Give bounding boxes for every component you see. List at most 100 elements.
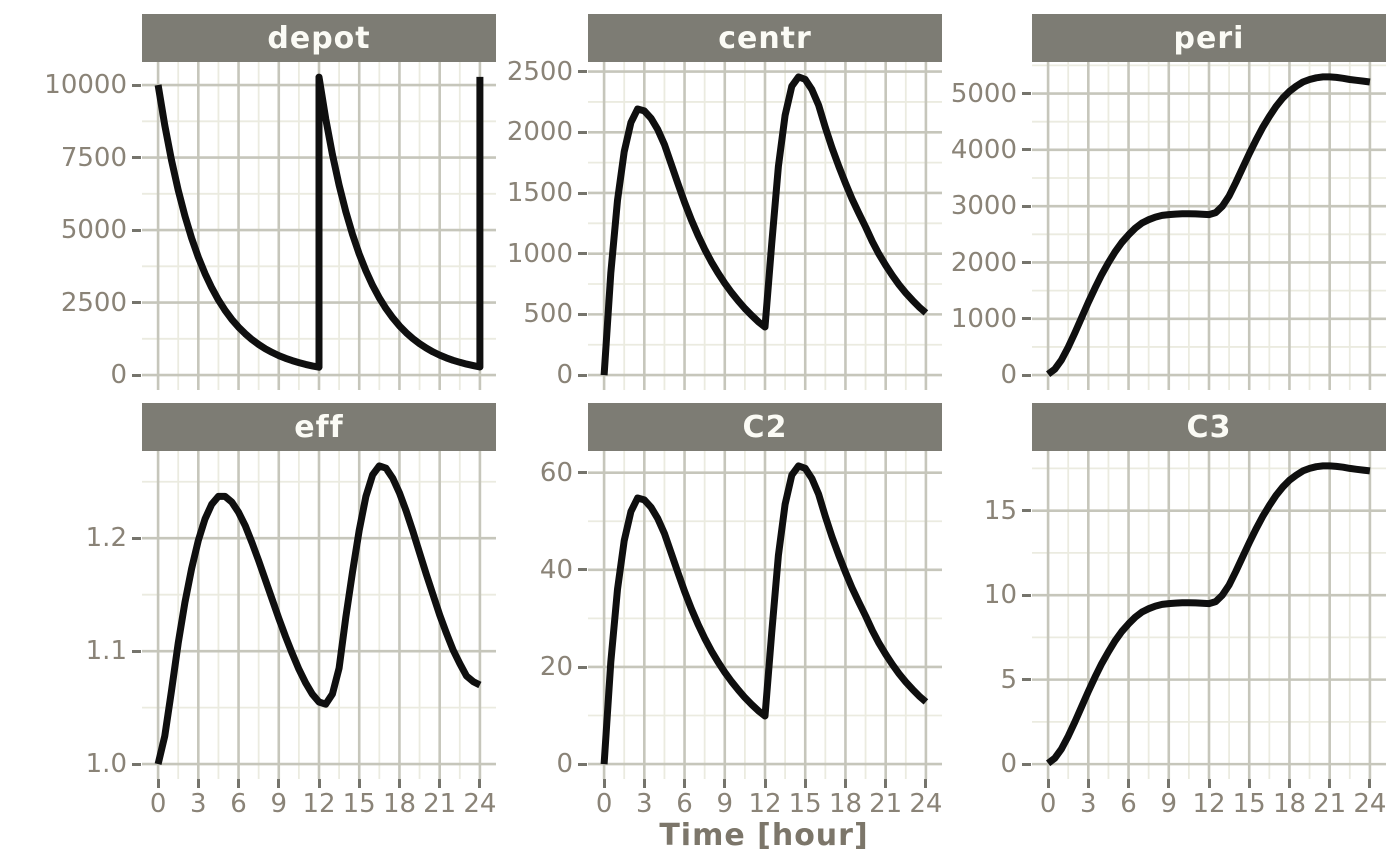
x-tick-label: 18	[382, 789, 417, 819]
x-tick-mark	[317, 779, 321, 788]
x-axis-title: Time [hour]	[659, 818, 869, 853]
y-tick-label: 500	[523, 299, 573, 330]
y-tick-mark	[578, 373, 587, 377]
grid-major	[588, 451, 942, 779]
y-tick-mark	[1022, 762, 1031, 766]
x-tick-mark	[924, 779, 928, 788]
series-line-C2	[600, 462, 929, 765]
y-tick-label: 5000	[60, 215, 127, 246]
y-tick-label: 4000	[950, 134, 1017, 165]
x-tick-mark	[1288, 779, 1291, 788]
y-tick-label: 60	[539, 457, 573, 488]
x-tick-mark	[1328, 779, 1332, 788]
facet-title: depot	[267, 20, 371, 56]
x-tick-label: 3	[190, 789, 207, 819]
y-tick-mark	[1022, 593, 1031, 597]
x-tick-label: 0	[595, 789, 613, 819]
y-tick-label: 2000	[950, 247, 1017, 278]
facet-title: peri	[1173, 20, 1245, 56]
y-tick-label: 2000	[506, 117, 573, 148]
facet-panel-C3	[1032, 451, 1386, 779]
x-tick-label: 15	[342, 789, 376, 819]
y-tick-mark	[132, 83, 141, 87]
series-line-centr	[600, 73, 929, 376]
y-tick-label: 0	[556, 749, 573, 780]
y-tick-mark	[578, 191, 587, 195]
x-tick-mark	[763, 779, 767, 788]
y-tick-mark	[578, 568, 587, 572]
x-tick-label: 12	[748, 789, 782, 819]
facet-title: centr	[718, 20, 812, 56]
y-tick-label: 1.1	[85, 636, 127, 667]
x-tick-label: 21	[423, 789, 457, 819]
y-tick-mark	[1022, 678, 1031, 682]
x-tick-label: 24	[909, 789, 943, 819]
y-tick-label: 7500	[60, 142, 127, 173]
y-tick-label: 1000	[506, 238, 573, 269]
y-tick-label: 2500	[506, 56, 573, 87]
y-tick-mark	[578, 252, 587, 256]
y-tick-label: 20	[539, 652, 573, 682]
y-tick-label: 5000	[950, 78, 1017, 109]
x-tick-label: 12	[1192, 789, 1226, 819]
facet-strip-depot: depot	[142, 14, 496, 62]
x-tick-mark	[1368, 779, 1372, 788]
x-tick-mark	[602, 779, 606, 788]
x-tick-mark	[1247, 779, 1251, 788]
x-tick-label: 15	[1232, 789, 1266, 819]
y-tick-label: 0	[1000, 360, 1017, 391]
y-tick-label: 1.2	[85, 523, 127, 554]
facet-panel-peri	[1032, 62, 1386, 390]
x-tick-label: 9	[1160, 789, 1178, 819]
x-tick-mark	[398, 779, 401, 788]
x-tick-label: 12	[302, 789, 336, 819]
y-tick-mark	[132, 156, 141, 159]
y-tick-label: 3000	[950, 191, 1017, 222]
x-tick-label: 0	[149, 789, 167, 819]
y-tick-label: 1.0	[85, 749, 127, 780]
facet-strip-C2: C2	[588, 403, 942, 451]
series-line-eff	[154, 462, 482, 765]
series-line-peri	[1046, 73, 1371, 378]
facet-strip-eff: eff	[142, 403, 496, 451]
x-tick-mark	[277, 779, 281, 788]
facet-title: eff	[294, 409, 344, 445]
y-tick-label: 1500	[506, 178, 573, 208]
y-tick-label: 1000	[950, 303, 1017, 334]
x-tick-mark	[196, 779, 200, 788]
y-tick-mark	[1022, 92, 1031, 95]
y-tick-label: 15	[983, 495, 1017, 526]
y-tick-label: 0	[110, 360, 127, 391]
y-tick-mark	[132, 536, 141, 540]
x-tick-mark	[642, 779, 646, 788]
y-tick-mark	[578, 70, 587, 74]
x-tick-label: 18	[1272, 789, 1307, 819]
x-tick-mark	[438, 779, 442, 788]
y-tick-mark	[132, 649, 141, 653]
x-tick-mark	[844, 779, 847, 788]
y-tick-mark	[132, 301, 141, 305]
series-line-C3	[1045, 462, 1371, 767]
y-tick-label: 10000	[44, 70, 127, 100]
facet-title: C3	[1186, 409, 1232, 445]
grid-major	[1032, 62, 1386, 390]
x-tick-mark	[803, 779, 807, 788]
x-tick-mark	[1086, 779, 1090, 788]
y-tick-label: 40	[539, 554, 573, 585]
x-tick-label: 15	[788, 789, 822, 819]
x-tick-label: 6	[676, 789, 693, 819]
x-tick-mark	[1167, 779, 1171, 788]
x-tick-label: 21	[1313, 789, 1347, 819]
y-tick-label: 0	[1000, 749, 1017, 780]
y-tick-mark	[578, 665, 587, 669]
y-tick-mark	[132, 373, 141, 377]
y-tick-mark	[132, 228, 141, 232]
y-tick-label: 2500	[60, 287, 127, 318]
y-tick-mark	[1022, 148, 1031, 152]
x-tick-mark	[237, 779, 240, 788]
facet-panel-depot	[142, 62, 496, 390]
x-tick-label: 24	[463, 789, 497, 819]
facet-panel-eff	[142, 451, 496, 779]
x-tick-label: 6	[1120, 789, 1137, 819]
